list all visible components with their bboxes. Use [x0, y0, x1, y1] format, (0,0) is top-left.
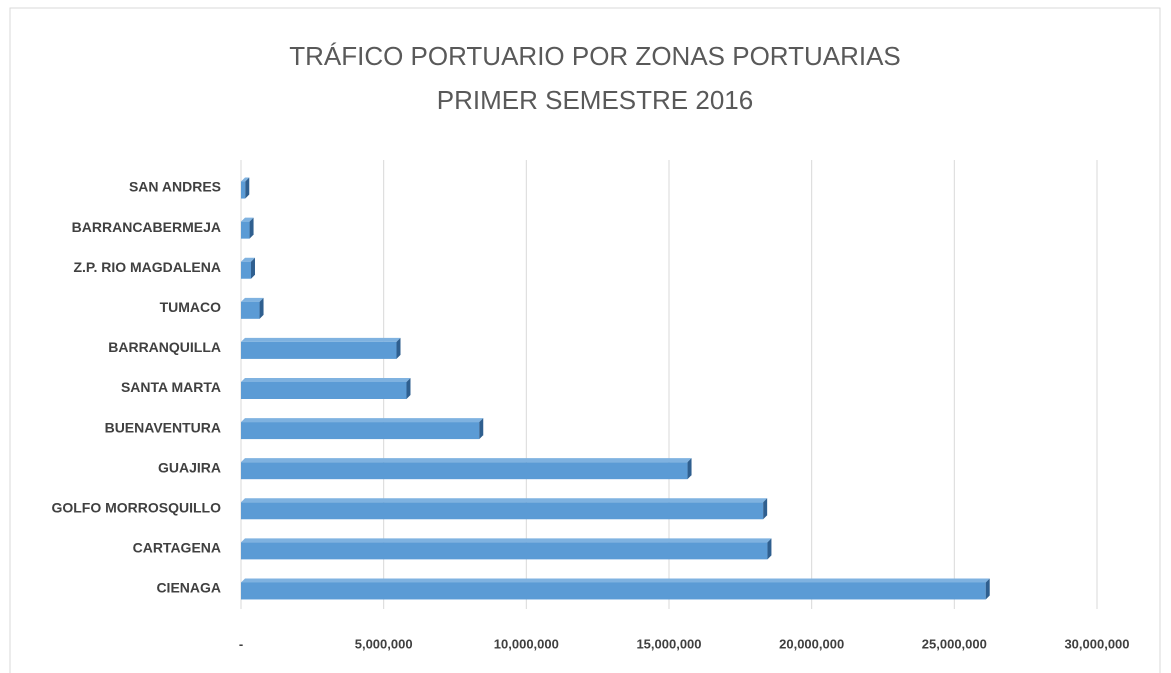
y-tick-label: GOLFO MORROSQUILLO	[51, 499, 221, 515]
y-tick-label: Z.P. RIO MAGDALENA	[73, 259, 221, 275]
chart-subtitle: PRIMER SEMESTRE 2016	[437, 85, 753, 115]
bar	[241, 462, 688, 480]
chart-border	[9, 7, 1161, 673]
x-tick-label: 25,000,000	[922, 636, 987, 651]
chart-title: TRÁFICO PORTUARIO POR ZONAS PORTUARIAS	[289, 41, 901, 71]
x-tick-label: 15,000,000	[636, 636, 701, 651]
bar-top	[241, 177, 250, 182]
bar-top	[241, 538, 772, 543]
x-tick-label: 20,000,000	[779, 636, 844, 651]
y-tick-label: CARTAGENA	[133, 540, 221, 556]
bar-top	[241, 378, 411, 382]
bar-side	[687, 458, 692, 480]
bar-side	[763, 498, 768, 520]
bar-top	[241, 578, 990, 583]
bar	[241, 582, 986, 600]
bar-top	[241, 337, 401, 342]
x-tick-label: 30,000,000	[1064, 636, 1129, 651]
x-tick-label: -	[239, 636, 243, 651]
bar-side	[396, 337, 401, 359]
y-tick-label: BARRANQUILLA	[108, 339, 221, 355]
y-tick-label: SANTA MARTA	[121, 379, 221, 395]
bar-top	[241, 458, 692, 463]
bar	[241, 341, 397, 359]
y-tick-label: CIENAGA	[156, 580, 221, 596]
y-tick-label: TUMACO	[160, 299, 222, 315]
bar-top	[241, 498, 768, 503]
bar-top	[241, 297, 264, 302]
x-tick-label: 10,000,000	[494, 636, 559, 651]
bar	[241, 502, 764, 520]
bar-side	[767, 538, 772, 560]
bar-top	[241, 257, 255, 262]
y-tick-label: SAN ANDRES	[129, 179, 221, 195]
bar-side	[249, 217, 254, 239]
bar	[241, 221, 250, 239]
y-tick-label: GUAJIRA	[158, 459, 221, 475]
bar	[241, 301, 260, 319]
x-tick-label: 5,000,000	[355, 636, 413, 651]
bar	[241, 542, 768, 560]
bar-side	[259, 297, 264, 319]
bar	[241, 382, 407, 399]
bar-top	[241, 418, 484, 423]
bar-side	[406, 378, 411, 399]
y-tick-label: BUENAVENTURA	[105, 419, 221, 435]
bar	[241, 422, 480, 440]
bar-side	[479, 418, 484, 440]
bar-side	[245, 177, 250, 199]
bar-side	[985, 578, 990, 600]
bar-side	[250, 257, 255, 279]
bar	[241, 261, 251, 279]
bar-top	[241, 217, 254, 222]
y-tick-label: BARRANCABERMEJA	[72, 219, 221, 235]
bar	[241, 181, 246, 199]
